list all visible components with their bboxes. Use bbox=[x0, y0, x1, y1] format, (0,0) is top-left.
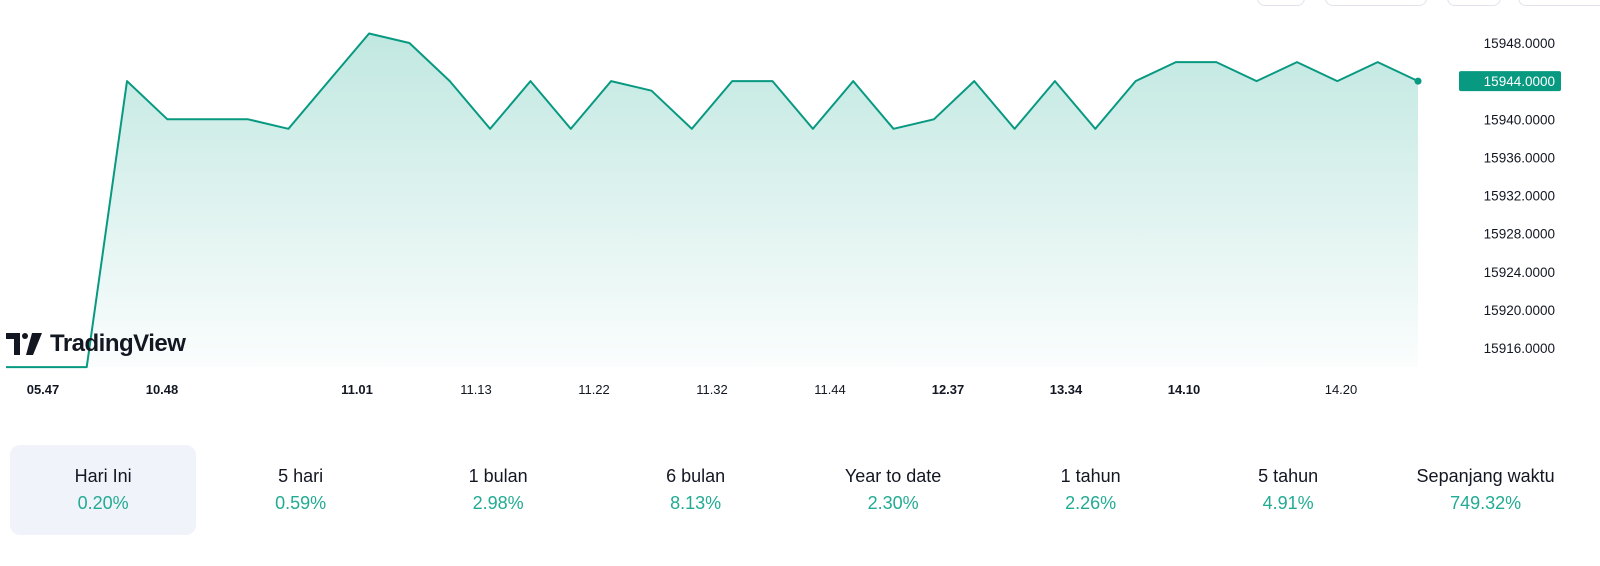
x-tick-label: 13.34 bbox=[1050, 382, 1083, 397]
y-tick-label: 15920.0000 bbox=[1484, 303, 1555, 318]
x-tick-label: 14.20 bbox=[1325, 382, 1358, 397]
brand-name: TradingView bbox=[50, 330, 186, 357]
y-tick-label: 15928.0000 bbox=[1484, 227, 1555, 242]
data-point[interactable] bbox=[647, 87, 655, 95]
data-point[interactable] bbox=[1374, 58, 1382, 66]
data-point[interactable] bbox=[1091, 125, 1099, 133]
x-tick-label: 05.47 bbox=[27, 382, 60, 397]
y-tick-label: 15948.0000 bbox=[1484, 36, 1555, 51]
data-point[interactable] bbox=[930, 115, 938, 123]
period-tab[interactable]: Sepanjang waktu 749.32% bbox=[1393, 445, 1579, 535]
data-point[interactable] bbox=[1051, 77, 1059, 85]
y-tick-label: 15916.0000 bbox=[1484, 341, 1555, 356]
x-tick-label: 11.22 bbox=[578, 382, 610, 397]
last-price-marker: 15944.0000 bbox=[1414, 71, 1561, 92]
x-tick-label: 11.13 bbox=[460, 382, 492, 397]
period-tab[interactable]: Year to date 2.30% bbox=[800, 445, 986, 535]
x-tick-label: 11.32 bbox=[696, 382, 728, 397]
x-axis: 05.47 10.48 11.01 11.13 11.22 11.32 11.44 12.37… bbox=[27, 382, 1358, 397]
data-point[interactable] bbox=[163, 115, 171, 123]
tradingview-icon bbox=[6, 333, 42, 355]
x-tick-label: 11.01 bbox=[341, 382, 373, 397]
period-tab[interactable]: Hari Ini 0.20% bbox=[10, 445, 197, 535]
data-point[interactable] bbox=[1293, 58, 1301, 66]
period-label: Sepanjang waktu bbox=[1416, 466, 1555, 486]
data-point[interactable] bbox=[405, 39, 413, 47]
period-label: 6 bulan bbox=[666, 466, 726, 486]
period-change-value: 2.30% bbox=[867, 493, 919, 513]
price-series-line bbox=[6, 32, 1419, 369]
data-point[interactable] bbox=[1172, 58, 1180, 66]
data-point[interactable] bbox=[83, 363, 91, 371]
data-point[interactable] bbox=[42, 363, 50, 371]
x-tick-label: 14.10 bbox=[1168, 382, 1201, 397]
period-tab[interactable]: 6 bulan 8.13% bbox=[603, 445, 789, 535]
data-point[interactable] bbox=[526, 77, 534, 85]
period-label: 1 tahun bbox=[1060, 466, 1121, 486]
x-tick-label: 10.48 bbox=[146, 382, 179, 397]
period-label: Hari Ini bbox=[74, 466, 132, 486]
period-change-value: 2.98% bbox=[472, 493, 524, 513]
period-tab[interactable]: 1 bulan 2.98% bbox=[405, 445, 591, 535]
data-point[interactable] bbox=[446, 77, 454, 85]
data-point[interactable] bbox=[365, 29, 373, 37]
y-tick-label: 15924.0000 bbox=[1484, 265, 1555, 280]
tradingview-logo[interactable]: TradingView bbox=[6, 330, 186, 358]
y-tick-label: 15932.0000 bbox=[1484, 189, 1555, 204]
last-price-badge bbox=[1459, 71, 1561, 92]
price-line bbox=[2, 29, 1419, 371]
last-point-dot bbox=[1414, 77, 1422, 85]
data-point[interactable] bbox=[809, 125, 817, 133]
data-point[interactable] bbox=[123, 77, 131, 85]
y-tick-label: 15940.0000 bbox=[1484, 112, 1555, 127]
data-point[interactable] bbox=[607, 77, 615, 85]
data-point[interactable] bbox=[890, 125, 898, 133]
data-point[interactable] bbox=[769, 77, 777, 85]
period-tab[interactable]: 5 hari 0.59% bbox=[208, 445, 394, 535]
data-point[interactable] bbox=[1333, 77, 1341, 85]
period-tab[interactable]: 5 tahun 4.91% bbox=[1195, 445, 1381, 535]
data-point[interactable] bbox=[688, 125, 696, 133]
period-tab[interactable]: 1 tahun 2.26% bbox=[998, 445, 1184, 535]
data-point[interactable] bbox=[728, 77, 736, 85]
data-point[interactable] bbox=[567, 125, 575, 133]
last-price-label: 15944.0000 bbox=[1484, 74, 1555, 89]
x-tick-label: 12.37 bbox=[932, 382, 965, 397]
area-fill bbox=[6, 33, 1418, 368]
period-change-value: 749.32% bbox=[1450, 493, 1522, 513]
data-point[interactable] bbox=[204, 115, 212, 123]
data-point[interactable] bbox=[1212, 58, 1220, 66]
data-point[interactable] bbox=[849, 77, 857, 85]
data-point[interactable] bbox=[244, 115, 252, 123]
data-point[interactable] bbox=[1132, 77, 1140, 85]
performance-periods: Hari Ini 0.20% 5 hari 0.59% 1 bulan 2.98% 6 bu… bbox=[10, 445, 1590, 535]
data-point[interactable] bbox=[1253, 77, 1261, 85]
area-fill-path bbox=[6, 33, 1418, 368]
period-change-value: 4.91% bbox=[1262, 493, 1314, 513]
y-axis: 15948.0000 15944.0000 15940.0000 15936.0000… bbox=[1484, 36, 1555, 356]
period-change-value: 0.59% bbox=[275, 493, 327, 513]
data-point[interactable] bbox=[325, 77, 333, 85]
period-change-value: 8.13% bbox=[670, 493, 722, 513]
x-tick-label: 11.44 bbox=[814, 382, 846, 397]
data-point[interactable] bbox=[970, 77, 978, 85]
period-label: 1 bulan bbox=[468, 466, 528, 486]
data-point[interactable] bbox=[284, 125, 292, 133]
data-point[interactable] bbox=[1011, 125, 1019, 133]
period-label: 5 tahun bbox=[1258, 466, 1319, 486]
period-change-value: 0.20% bbox=[77, 493, 129, 513]
period-label: Year to date bbox=[844, 466, 942, 486]
data-point[interactable] bbox=[486, 125, 494, 133]
y-tick-label: 15936.0000 bbox=[1484, 150, 1555, 165]
period-label: 5 hari bbox=[278, 466, 324, 486]
price-chart[interactable]: 15948.0000 15944.0000 15940.0000 15936.0000… bbox=[0, 0, 1600, 410]
period-change-value: 2.26% bbox=[1065, 493, 1117, 513]
data-point[interactable] bbox=[2, 363, 10, 371]
